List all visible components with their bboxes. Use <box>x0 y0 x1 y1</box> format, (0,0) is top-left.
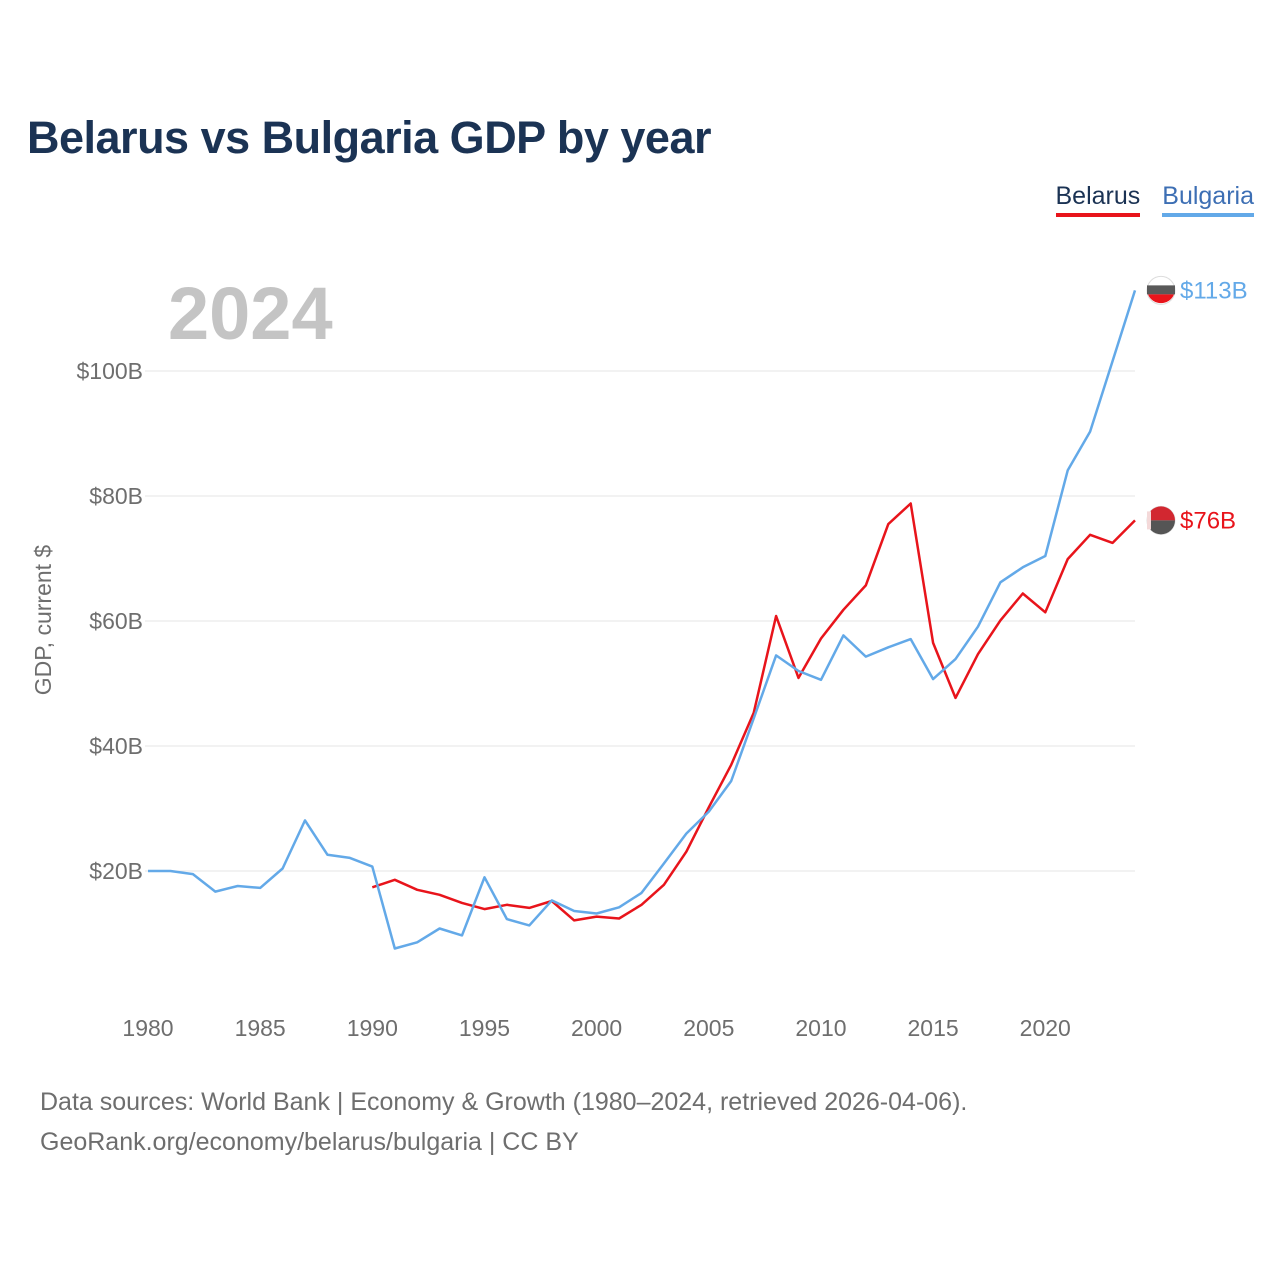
y-tick-label: $20B <box>89 858 143 884</box>
footer: Data sources: World Bank | Economy & Gro… <box>40 1082 967 1162</box>
end-markers: $76B $113B <box>1146 275 1248 535</box>
y-axis-label: GDP, current $ <box>30 545 56 696</box>
x-tick-label: 2020 <box>1020 1015 1071 1041</box>
flag-icon-belarus <box>1146 505 1176 535</box>
legend-belarus[interactable]: Belarus <box>1055 182 1141 217</box>
x-tick-label: 2005 <box>683 1015 734 1041</box>
end-value-label-bulgaria: $113B <box>1180 277 1248 304</box>
x-axis-ticks: 1980 1985 1990 1995 2000 2005 2010 2015 2020 <box>122 1015 1070 1041</box>
x-tick-label: 1980 <box>122 1015 173 1041</box>
series-lines <box>148 290 1137 950</box>
flag-icon-bulgaria <box>1146 275 1176 305</box>
y-tick-label: $100B <box>76 358 143 384</box>
y-tick-label: $60B <box>89 608 143 634</box>
x-tick-label: 2010 <box>795 1015 846 1041</box>
x-tick-label: 1990 <box>347 1015 398 1041</box>
y-tick-label: $40B <box>89 733 143 759</box>
footer-sources: Data sources: World Bank | Economy & Gro… <box>40 1088 968 1116</box>
end-value-label-belarus: $76B <box>1180 507 1236 534</box>
year-watermark: 2024 <box>168 272 333 355</box>
footer-attribution: GeoRank.org/economy/belarus/bulgaria | C… <box>40 1128 579 1156</box>
grid-lines <box>145 370 1135 872</box>
legend-bulgaria[interactable]: Bulgaria <box>1162 182 1254 217</box>
x-tick-label: 1995 <box>459 1015 510 1041</box>
series-line-belarus[interactable] <box>371 502 1136 922</box>
y-tick-label: $80B <box>89 483 143 509</box>
chart-title: Belarus vs Bulgaria GDP by year <box>27 112 712 163</box>
x-tick-label: 2000 <box>571 1015 622 1041</box>
y-axis-ticks: $20B $40B $60B $80B $100B <box>76 358 143 884</box>
x-tick-label: 1985 <box>235 1015 286 1041</box>
legend: Belarus Bulgaria <box>1055 182 1254 217</box>
series-line-bulgaria[interactable] <box>148 290 1137 950</box>
x-tick-label: 2015 <box>908 1015 959 1041</box>
